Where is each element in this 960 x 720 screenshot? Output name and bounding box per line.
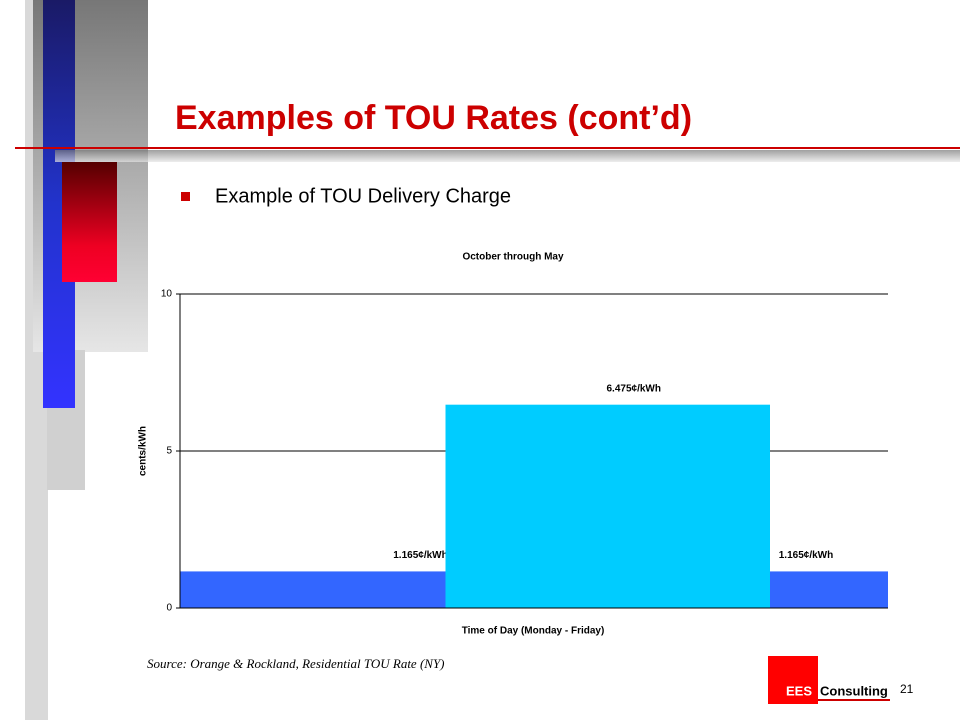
x-axis-label: Time of Day (Monday - Friday)	[462, 626, 605, 637]
plot: 0 5 10 1.165¢/kWh 6.475¢/kWh 1.165¢/kWh	[161, 289, 888, 614]
y-axis-label: cents/kWh	[138, 426, 149, 476]
chart-title: October through May	[462, 252, 564, 263]
value-label: 1.165¢/kWh	[779, 550, 833, 561]
logo-mark: EES	[786, 683, 812, 698]
source-note: Source: Orange & Rockland, Residential T…	[147, 656, 445, 671]
y-tick-label: 0	[166, 603, 172, 614]
bar	[770, 571, 888, 608]
page-number: 21	[900, 682, 914, 696]
value-label: 1.165¢/kWh	[393, 550, 447, 561]
logo-name: Consulting	[820, 683, 888, 698]
decoration	[15, 0, 960, 720]
slide-title: Examples of TOU Rates (cont’d)	[175, 99, 692, 137]
value-label: 6.475¢/kWh	[607, 383, 661, 394]
bar	[180, 571, 446, 608]
bar	[445, 404, 770, 608]
bullet-text: Example of TOU Delivery Charge	[215, 185, 511, 207]
y-tick-label: 10	[161, 289, 173, 300]
y-tick-label: 5	[166, 446, 172, 457]
